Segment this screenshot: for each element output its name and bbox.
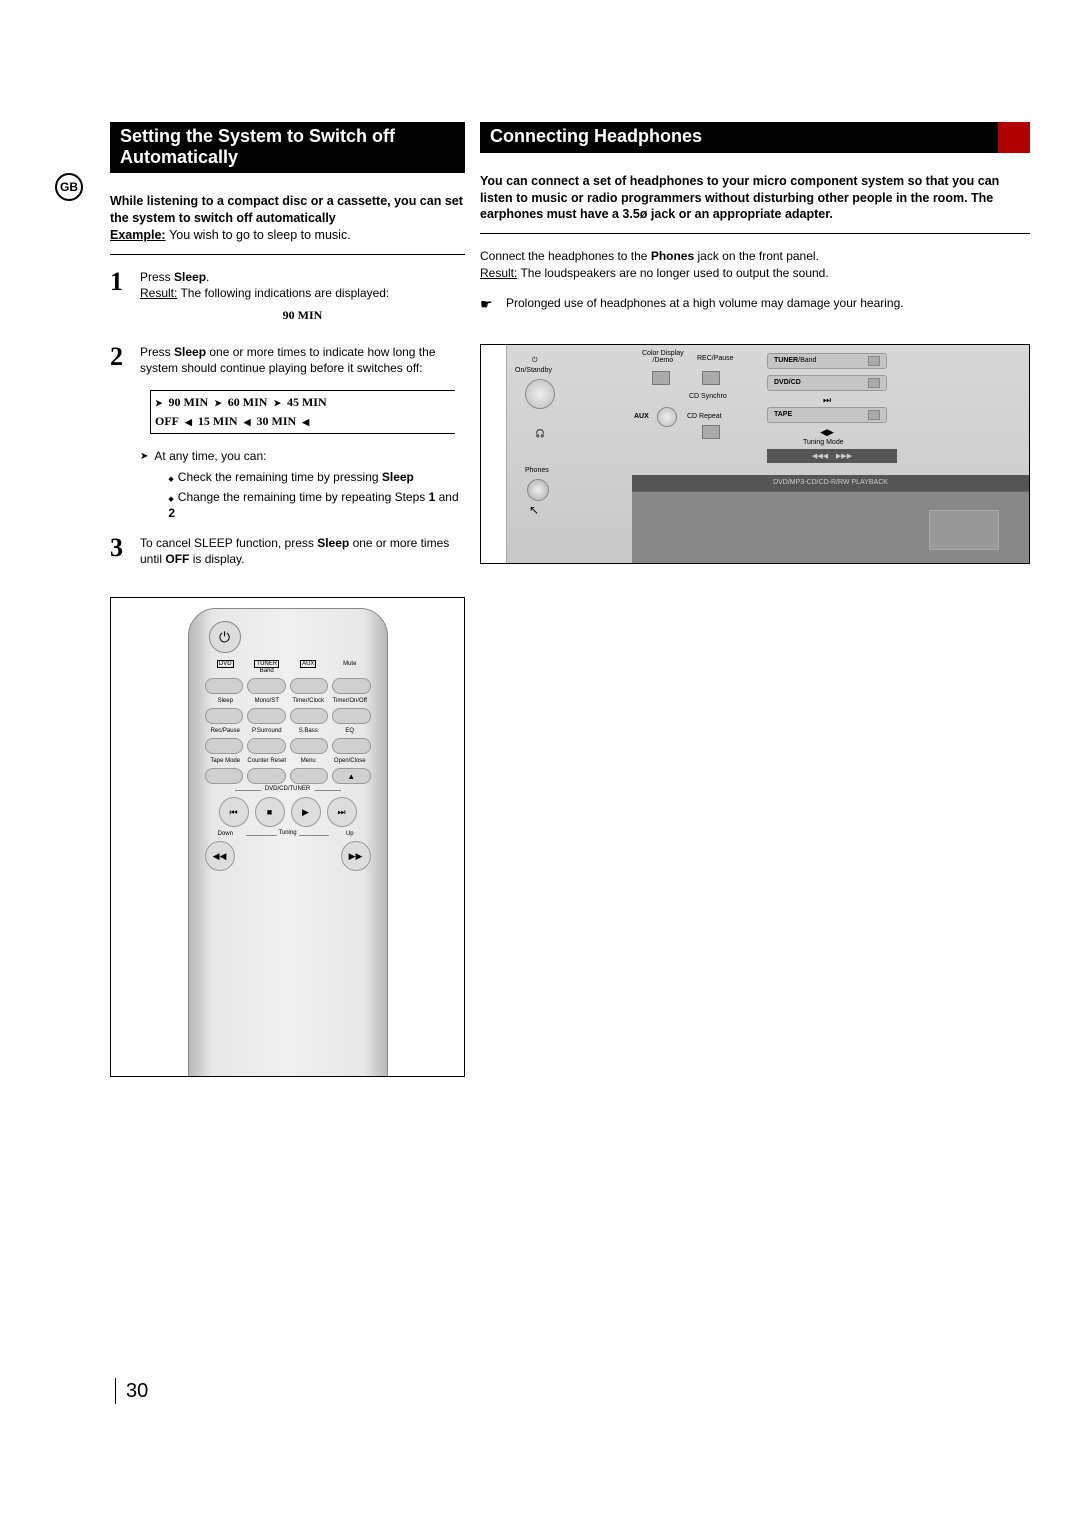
- indicator: [652, 371, 670, 385]
- arrow-left-icon: [185, 412, 192, 431]
- headphone-icon: 🎧: [535, 429, 545, 438]
- tray-area: [632, 491, 1029, 563]
- remote-btn: [247, 678, 286, 694]
- divider: [110, 254, 465, 255]
- connect-instruction: Connect the headphones to the Phones jac…: [480, 248, 1030, 280]
- dark-strip: ◀◀◀ ▶▶▶: [767, 449, 897, 463]
- step-1: 1 Press Sleep. Result: The following ind…: [110, 269, 465, 330]
- remote-btn: ▲: [332, 768, 371, 784]
- step-3-num: 3: [110, 535, 140, 567]
- forward-icon: ▶▶: [341, 841, 371, 871]
- step-2: 2 Press Sleep one or more times to indic…: [110, 344, 465, 522]
- diamond-icon: [168, 470, 177, 484]
- step-3-body: To cancel SLEEP function, press Sleep on…: [140, 535, 465, 567]
- remote-btn: [247, 708, 286, 724]
- remote-illustration: ⏻ DVDTUNERAUXMute Band SleepMono/STTimer…: [110, 597, 465, 1077]
- power-icon: ⏻: [209, 621, 241, 653]
- prev-icon: ⏮: [219, 797, 249, 827]
- page-number: 30: [115, 1378, 148, 1404]
- divider: [480, 233, 1030, 234]
- left-intro: While listening to a compact disc or a c…: [110, 193, 465, 244]
- remote-btn: [290, 678, 329, 694]
- stop-icon: ■: [255, 797, 285, 827]
- next-icon: ⏭: [327, 797, 357, 827]
- indicator: [702, 371, 720, 385]
- remote-btn: [290, 708, 329, 724]
- diamond-icon: [168, 490, 177, 504]
- remote-btn: [205, 738, 244, 754]
- rewind-icon: ◀◀: [205, 841, 235, 871]
- hand-icon: ☛: [480, 295, 498, 314]
- left-column: Setting the System to Switch off Automat…: [110, 122, 465, 1077]
- remote-btn: [205, 678, 244, 694]
- arrow-right-icon: [155, 393, 163, 412]
- device-illustration: ⏻ On/Standby Color Display /Demo REC/Pau…: [480, 344, 1030, 564]
- step-2-body: Press Sleep one or more times to indicat…: [140, 344, 465, 522]
- remote-btn: [332, 738, 371, 754]
- note-any-time: ➤ At any time, you can: Check the remain…: [140, 448, 465, 521]
- language-badge: GB: [55, 173, 83, 201]
- arrow-right-icon: [214, 393, 222, 412]
- step-1-body: Press Sleep. Result: The following indic…: [140, 269, 465, 330]
- left-title: Setting the System to Switch off Automat…: [110, 122, 465, 173]
- display-90min: 90 MIN: [140, 307, 465, 323]
- arrow-left-icon: [244, 412, 251, 431]
- aux-knob: [657, 407, 677, 427]
- right-column: Connecting Headphones You can connect a …: [480, 122, 1030, 564]
- remote-btn: [332, 708, 371, 724]
- standby-knob: [525, 379, 555, 409]
- arrow-right-icon: [273, 393, 281, 412]
- step-3: 3 To cancel SLEEP function, press Sleep …: [110, 535, 465, 567]
- arrow-icon: ↖: [529, 503, 539, 517]
- arrow-left-icon: [302, 412, 309, 431]
- intro-bold: While listening to a compact disc or a c…: [110, 194, 463, 225]
- indicator: [702, 425, 720, 439]
- tape-button: TAPE: [767, 407, 887, 423]
- red-accent: [998, 122, 1030, 153]
- playback-label: DVD/MP3-CD/CD-R/RW PLAYBACK: [632, 475, 1029, 491]
- step-1-num: 1: [110, 269, 140, 330]
- remote-btn: [247, 738, 286, 754]
- remote-btn: [205, 768, 244, 784]
- remote-btn: [290, 738, 329, 754]
- pointer-icon: ➤: [140, 450, 148, 521]
- right-intro: You can connect a set of headphones to y…: [480, 173, 1030, 224]
- phones-jack: [527, 479, 549, 501]
- remote-btn: [290, 768, 329, 784]
- warning-note: ☛ Prolonged use of headphones at a high …: [480, 295, 1030, 314]
- example-text: You wish to go to sleep to music.: [169, 228, 351, 242]
- example-label: Example:: [110, 228, 166, 242]
- remote-btn: [247, 768, 286, 784]
- play-icon: ▶: [291, 797, 321, 827]
- dvdcd-button: DVD/CD: [767, 375, 887, 391]
- sleep-cycle-diagram: 90 MIN 60 MIN 45 MIN OFF 15 MIN 30 MIN: [140, 384, 465, 440]
- step-2-num: 2: [110, 344, 140, 522]
- remote-btn: [205, 708, 244, 724]
- remote-btn: [332, 678, 371, 694]
- power-icon: ⏻: [532, 357, 538, 365]
- right-title: Connecting Headphones: [480, 122, 1030, 153]
- tuner-button: TUNER/Band: [767, 353, 887, 369]
